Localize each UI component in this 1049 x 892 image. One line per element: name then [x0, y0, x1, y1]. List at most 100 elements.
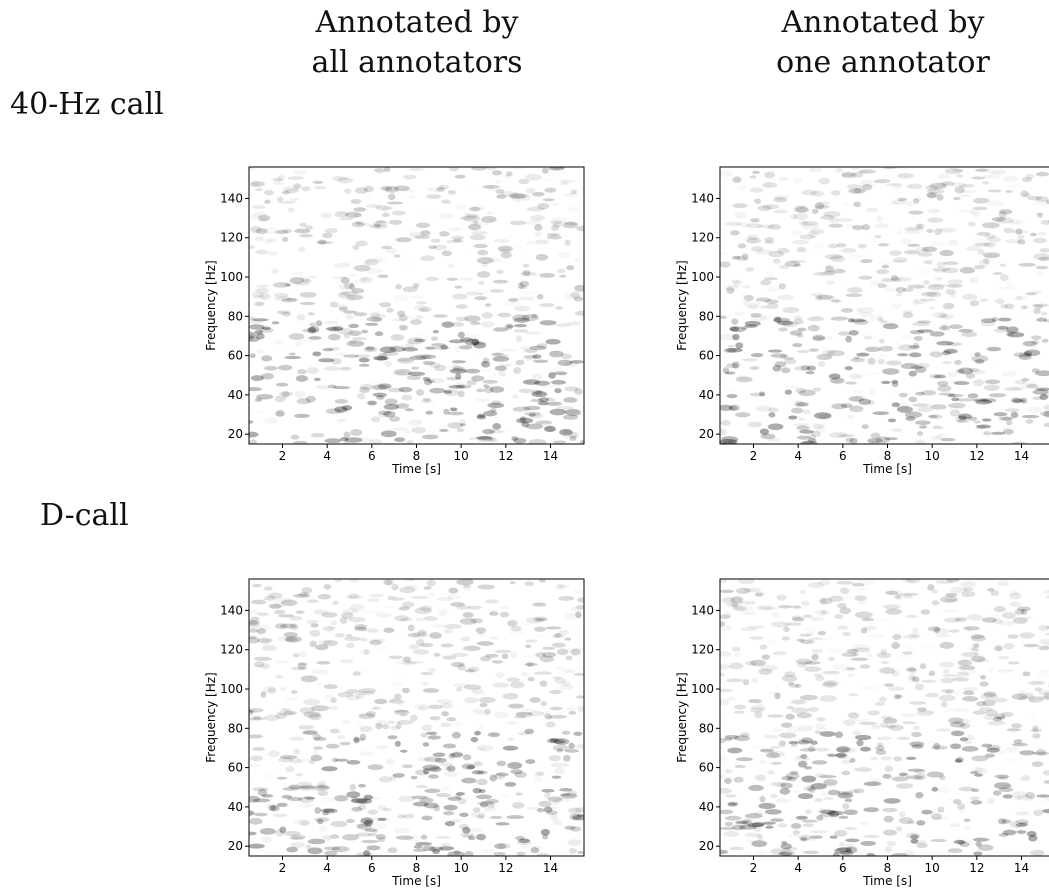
- texture: [759, 391, 766, 397]
- texture: [1043, 590, 1049, 595]
- texture: [926, 291, 942, 298]
- texture: [516, 851, 526, 856]
- texture: [835, 747, 849, 753]
- texture: [819, 809, 836, 814]
- texture: [741, 818, 755, 822]
- texture: [851, 718, 870, 722]
- texture: [784, 358, 797, 365]
- texture: [881, 660, 890, 665]
- texture: [431, 343, 446, 347]
- texture: [852, 644, 871, 650]
- texture: [997, 620, 1015, 627]
- texture: [420, 354, 437, 359]
- texture: [1017, 239, 1026, 245]
- texture: [909, 352, 922, 358]
- texture: [563, 397, 578, 403]
- texture: [1031, 761, 1044, 768]
- texture: [931, 787, 939, 792]
- texture: [990, 431, 1006, 435]
- texture: [842, 792, 849, 797]
- texture: [464, 339, 480, 346]
- texture: [412, 631, 429, 638]
- texture: [259, 827, 276, 835]
- texture: [345, 689, 360, 694]
- texture: [346, 633, 353, 638]
- texture: [432, 752, 446, 757]
- texture: [394, 709, 410, 716]
- texture: [801, 248, 813, 253]
- texture: [908, 345, 920, 349]
- texture: [952, 707, 968, 712]
- texture: [772, 651, 787, 656]
- texture: [724, 221, 743, 226]
- texture: [912, 777, 925, 781]
- texture: [514, 623, 530, 627]
- texture: [574, 284, 584, 292]
- texture: [948, 289, 964, 295]
- texture: [939, 841, 949, 845]
- texture: [1005, 189, 1013, 194]
- texture: [774, 316, 782, 323]
- texture: [927, 192, 937, 199]
- texture: [832, 268, 846, 274]
- texture: [415, 638, 425, 646]
- texture: [943, 617, 961, 623]
- texture: [492, 682, 510, 688]
- texture: [764, 237, 775, 243]
- texture: [979, 674, 987, 680]
- texture: [357, 783, 366, 788]
- texture: [789, 415, 801, 419]
- texture: [916, 820, 926, 826]
- texture: [450, 602, 465, 607]
- texture: [777, 822, 788, 828]
- texture: [957, 840, 965, 846]
- texture: [312, 351, 322, 357]
- texture: [770, 818, 784, 822]
- texture: [848, 396, 864, 402]
- texture: [274, 395, 286, 403]
- texture: [1016, 819, 1029, 824]
- texture: [925, 185, 939, 191]
- texture: [256, 628, 267, 635]
- texture: [509, 652, 518, 659]
- texture: [783, 356, 795, 360]
- texture: [1022, 177, 1032, 183]
- texture: [1035, 196, 1049, 202]
- texture: [737, 243, 747, 249]
- texture: [289, 616, 303, 621]
- texture: [745, 660, 757, 666]
- texture: [306, 619, 320, 624]
- texture: [528, 710, 544, 717]
- texture: [815, 609, 830, 616]
- x-tick-label: 14: [1014, 861, 1029, 875]
- texture: [412, 282, 420, 289]
- texture: [498, 371, 506, 377]
- texture: [733, 710, 746, 714]
- texture: [937, 313, 948, 319]
- texture: [958, 328, 974, 333]
- texture: [377, 805, 388, 811]
- texture: [845, 293, 863, 298]
- texture: [434, 757, 447, 763]
- texture: [723, 348, 737, 353]
- texture: [352, 213, 363, 218]
- texture: [1031, 290, 1043, 295]
- texture: [483, 386, 494, 394]
- texture: [972, 197, 990, 204]
- texture: [249, 620, 259, 625]
- texture: [378, 410, 391, 415]
- texture: [941, 314, 955, 320]
- texture: [537, 202, 550, 210]
- texture: [479, 656, 495, 662]
- texture: [356, 722, 362, 727]
- texture: [263, 586, 273, 591]
- texture: [781, 840, 788, 845]
- texture: [287, 207, 295, 213]
- texture: [802, 614, 813, 619]
- texture: [549, 706, 563, 711]
- texture: [972, 206, 988, 211]
- texture: [749, 175, 757, 179]
- texture: [463, 250, 473, 254]
- texture: [785, 713, 795, 720]
